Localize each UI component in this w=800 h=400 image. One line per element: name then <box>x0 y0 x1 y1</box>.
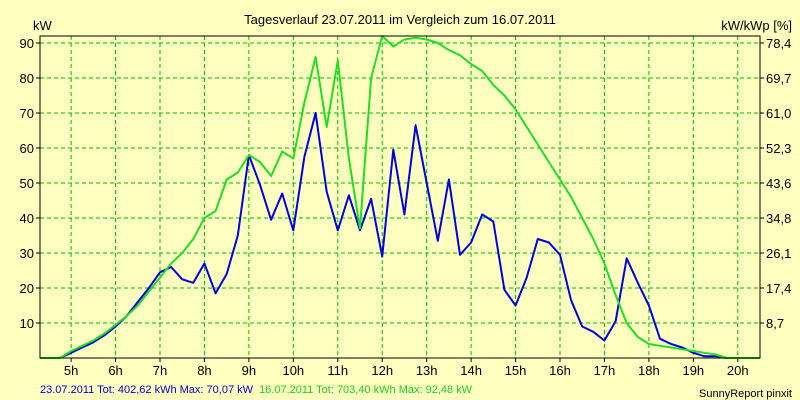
y-tick-label-left: 80 <box>20 71 34 86</box>
x-tick-label: 18h <box>638 363 660 378</box>
footer-series1-info: 23.07.2011 Tot: 402,62 kWh Max: 70,07 kW <box>40 384 254 396</box>
x-tick-label: 11h <box>327 363 348 378</box>
x-tick-label: 5h <box>64 363 78 378</box>
y-tick-label-left: 20 <box>20 281 34 296</box>
x-tick-label: 8h <box>197 363 211 378</box>
y-tick-label-left: 10 <box>20 316 34 331</box>
y-axis-label-right: kW/kWp [%] <box>721 18 792 33</box>
y-tick-label-right: 43,6 <box>766 176 791 191</box>
y-axis-label-left: kW <box>33 18 53 33</box>
y-tick-label-left: 30 <box>20 246 34 261</box>
plot-area <box>40 36 760 358</box>
chart-title: Tagesverlauf 23.07.2011 im Vergleich zum… <box>244 12 556 27</box>
x-tick-label: 7h <box>153 363 167 378</box>
x-tick-label: 13h <box>416 363 438 378</box>
y-tick-label-right: 69,7 <box>766 71 791 86</box>
x-tick-label: 12h <box>371 363 393 378</box>
y-tick-label-right: 52,3 <box>766 141 791 156</box>
y-axis-ticks-right: 8,7 17,4 26,1 34,8 43,6 52,3 61,0 69,7 78,4 <box>760 36 791 331</box>
y-tick-label-right: 61,0 <box>766 106 791 121</box>
y-tick-label-left: 60 <box>20 141 34 156</box>
x-tick-label: 9h <box>242 363 256 378</box>
x-tick-label: 20h <box>727 363 749 378</box>
y-tick-label-right: 8,7 <box>766 316 784 331</box>
x-axis-ticks: 5h 6h 7h 8h 9h 10h 11h 12h 13h 14h 15h 16h 17h 18h 19h… <box>64 358 749 378</box>
y-tick-label-right: 17,4 <box>766 281 791 296</box>
x-tick-label: 6h <box>108 363 122 378</box>
x-tick-label: 15h <box>505 363 527 378</box>
x-tick-label: 16h <box>549 363 571 378</box>
series-line-2 <box>40 35 760 359</box>
y-tick-label-right: 78,4 <box>766 36 791 51</box>
x-tick-label: 14h <box>460 363 482 378</box>
y-tick-label-left: 50 <box>20 176 34 191</box>
series-group <box>40 35 760 359</box>
y-tick-label-left: 90 <box>20 36 34 51</box>
x-tick-label: 17h <box>594 363 616 378</box>
x-tick-label: 10h <box>282 363 304 378</box>
y-tick-label-left: 70 <box>20 106 34 121</box>
y-tick-label-right: 34,8 <box>766 211 791 226</box>
y-axis-ticks-left: 10 20 30 40 50 60 70 80 90 <box>20 36 40 331</box>
x-tick-label: 19h <box>682 363 704 378</box>
y-tick-label-left: 40 <box>20 211 34 226</box>
plot-frame <box>39 35 761 359</box>
footer-series2-info: 16.07.2011 Tot: 703,40 kWh Max: 92,48 kW <box>259 384 473 396</box>
y-tick-label-right: 26,1 <box>766 246 791 261</box>
footer-credit: SunnyReport pinxit <box>699 388 792 400</box>
footer-legend: 23.07.2011 Tot: 402,62 kWh Max: 70,07 kW… <box>40 384 473 396</box>
